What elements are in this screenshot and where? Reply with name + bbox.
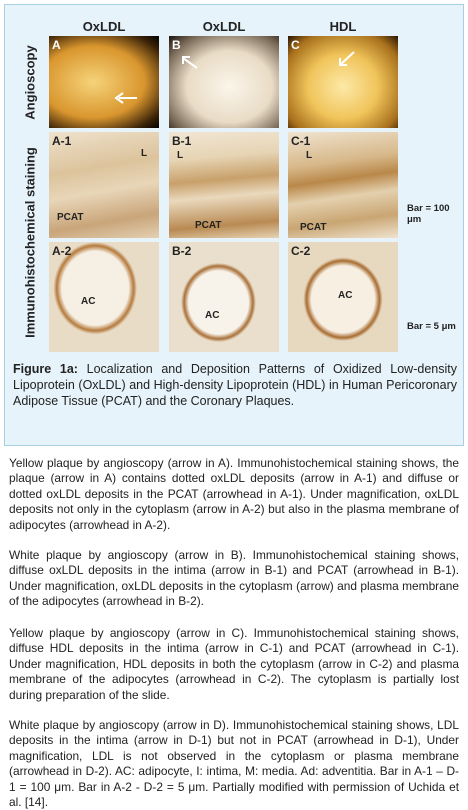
panel-label: C-2: [291, 244, 311, 258]
paragraph: White plaque by angioscopy (arrow in B).…: [9, 548, 459, 609]
panel-label: A-1: [52, 134, 72, 148]
annotation: PCAT: [300, 222, 327, 233]
panel-label: A: [52, 38, 61, 52]
annotation: PCAT: [57, 212, 84, 223]
arrow: [339, 51, 355, 66]
photo: A: [49, 36, 159, 128]
scale-bar-label: Bar = 5 μm: [407, 321, 456, 332]
row-label: Angioscopy: [22, 45, 38, 120]
annotation: AC: [81, 296, 96, 307]
row-label: Immunohistochemical staining: [22, 147, 38, 338]
photo: B-2 AC: [169, 242, 279, 352]
column-header: OxLDL: [82, 19, 126, 34]
annotation: L: [141, 148, 148, 159]
panel-label: C-1: [291, 134, 311, 148]
panel-label: A-2: [52, 244, 72, 258]
annotation: L: [177, 150, 184, 161]
panel-label: B: [172, 38, 181, 52]
paragraph: White plaque by angioscopy (arrow in D).…: [9, 718, 459, 810]
panel-label: B-2: [172, 244, 192, 258]
photo: B-1 L PCAT: [169, 132, 279, 238]
scale-bar-label: Bar = 100 μm: [407, 203, 450, 225]
page: OxLDL OxLDL HDL Angioscopy Immunohistoch…: [4, 4, 464, 810]
column-header: HDL: [329, 19, 357, 34]
photo: B: [169, 36, 279, 128]
panel-label: C: [291, 38, 300, 52]
paragraph: Yellow plaque by angioscopy (arrow in C)…: [9, 626, 459, 702]
annotation: L: [306, 150, 313, 161]
annotation: AC: [338, 290, 353, 301]
photo: A-2 AC: [49, 242, 159, 352]
caption-text: Localization and Deposition Patterns of …: [13, 362, 457, 408]
figure-box: OxLDL OxLDL HDL Angioscopy Immunohistoch…: [4, 4, 464, 446]
column-header: OxLDL: [202, 19, 246, 34]
annotation: AC: [205, 310, 220, 321]
arrow: [114, 92, 137, 104]
photo: C-2 AC: [288, 242, 398, 352]
caption: Figure 1a: Localization and Deposition P…: [13, 361, 457, 409]
photo: C: [288, 36, 398, 128]
paragraph: Yellow plaque by angioscopy (arrow in A)…: [9, 456, 459, 532]
annotation: PCAT: [195, 220, 222, 231]
caption-label: Figure 1a:: [13, 362, 78, 376]
photo: C-1 L PCAT: [288, 132, 398, 238]
photo: A-1 L PCAT: [49, 132, 159, 238]
arrow: [182, 56, 198, 69]
panel-label: B-1: [172, 134, 192, 148]
